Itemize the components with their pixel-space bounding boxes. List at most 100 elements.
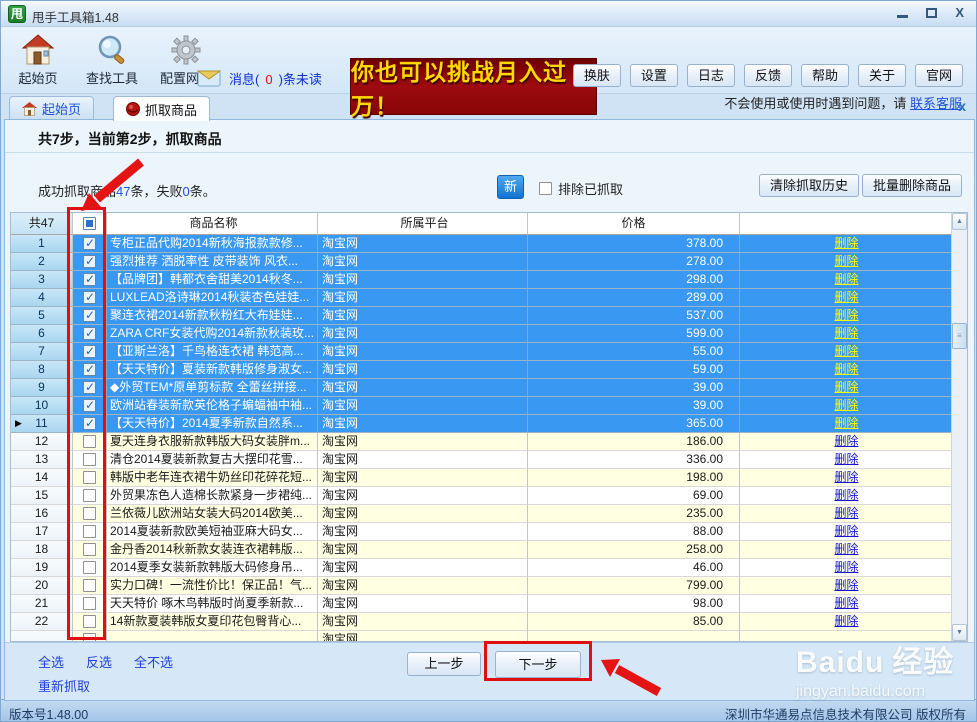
select-all-checkbox[interactable] <box>83 217 96 230</box>
column-header-name[interactable]: 商品名称 <box>107 213 318 235</box>
row-checkbox[interactable] <box>83 507 96 520</box>
table-row[interactable]: 19 2014夏季女装新款韩版大码修身吊... 淘宝网 46.00 删除 <box>11 559 953 577</box>
tab-close-icon[interactable]: x <box>958 98 966 114</box>
row-checkbox[interactable] <box>83 289 96 306</box>
row-number[interactable]: 21 <box>11 595 73 613</box>
select-all-header-cell[interactable] <box>73 213 107 235</box>
table-row[interactable]: 17 2014夏装新款欧美短袖亚麻大码女... 淘宝网 88.00 删除 <box>11 523 953 541</box>
delete-link[interactable]: 删除 <box>834 380 859 394</box>
table-row[interactable]: 20 实力口碑！一流性价比！保正品！气... 淘宝网 799.00 删除 <box>11 577 953 595</box>
row-checkbox[interactable] <box>83 453 96 466</box>
delete-link[interactable]: 删除 <box>834 344 859 358</box>
row-number[interactable]: 22 <box>11 613 73 631</box>
row-checkbox-cell[interactable] <box>73 415 107 433</box>
row-checkbox[interactable] <box>83 435 96 448</box>
row-number[interactable]: 17 <box>11 523 73 541</box>
row-number[interactable]: 8 <box>11 361 73 379</box>
table-row[interactable]: 15 外贸果冻色人造棉长款紧身一步裙纯... 淘宝网 69.00 删除 <box>11 487 953 505</box>
select-all-link[interactable]: 全选 <box>38 655 65 670</box>
search-tools-button[interactable]: 查找工具 <box>83 31 141 89</box>
row-checkbox-cell[interactable] <box>73 523 107 541</box>
select-none-link[interactable]: 全不选 <box>134 655 174 670</box>
row-checkbox-cell[interactable] <box>73 253 107 271</box>
row-number[interactable]: 3 <box>11 271 73 289</box>
row-checkbox[interactable] <box>83 525 96 538</box>
exclude-grabbed-checkbox[interactable] <box>539 182 552 195</box>
delete-link[interactable]: 删除 <box>834 272 859 286</box>
skin-button[interactable]: 换肤 <box>572 64 621 87</box>
log-button[interactable]: 日志 <box>686 64 735 87</box>
row-checkbox[interactable] <box>83 543 96 556</box>
close-icon[interactable]: X <box>955 5 964 20</box>
row-checkbox[interactable] <box>83 343 96 360</box>
row-number[interactable]: 13 <box>11 451 73 469</box>
maximize-icon[interactable] <box>926 8 938 18</box>
row-checkbox[interactable] <box>83 615 96 628</box>
contact-support-link[interactable]: 联系客服 <box>909 96 962 111</box>
delete-link[interactable]: 删除 <box>834 470 859 484</box>
row-number[interactable]: 12 <box>11 433 73 451</box>
row-checkbox-cell[interactable] <box>73 451 107 469</box>
table-row[interactable]: 14 韩版中老年连衣裙牛奶丝印花碎花短... 淘宝网 198.00 删除 <box>11 469 953 487</box>
row-number[interactable]: 9 <box>11 379 73 397</box>
delete-link[interactable]: 删除 <box>834 614 859 628</box>
row-number[interactable]: 18 <box>11 541 73 559</box>
row-checkbox[interactable] <box>83 633 96 641</box>
row-number[interactable]: 19 <box>11 559 73 577</box>
message-label[interactable]: 消息(0)条未读 <box>229 72 322 87</box>
row-checkbox-cell[interactable] <box>73 505 107 523</box>
prev-step-button[interactable]: 上一步 <box>407 652 481 676</box>
delete-link[interactable]: 删除 <box>834 326 859 340</box>
scroll-up-icon[interactable]: ▲ <box>952 213 967 230</box>
row-number[interactable] <box>11 631 73 641</box>
row-number[interactable]: 1 <box>11 235 73 253</box>
row-checkbox-cell[interactable] <box>73 487 107 505</box>
row-number[interactable]: 14 <box>11 469 73 487</box>
row-checkbox[interactable] <box>83 253 96 270</box>
batch-delete-button[interactable]: 批量删除商品 <box>862 174 963 197</box>
row-checkbox-cell[interactable] <box>73 469 107 487</box>
delete-link[interactable]: 删除 <box>834 236 859 250</box>
row-checkbox[interactable] <box>83 307 96 324</box>
delete-link[interactable]: 删除 <box>834 434 859 448</box>
row-number[interactable]: 10 <box>11 397 73 415</box>
delete-link[interactable]: 删除 <box>834 524 859 538</box>
invert-selection-link[interactable]: 反选 <box>86 655 113 670</box>
table-row[interactable]: 21 天天特价 啄木鸟韩版时尚夏季新款... 淘宝网 98.00 删除 <box>11 595 953 613</box>
row-checkbox-cell[interactable] <box>73 541 107 559</box>
row-checkbox[interactable] <box>83 379 96 396</box>
table-row[interactable]: 13 清仓2014夏装新款复古大摆印花雪... 淘宝网 336.00 删除 <box>11 451 953 469</box>
tab-home[interactable]: 起始页 <box>9 96 95 120</box>
home-button[interactable]: 起始页 <box>9 31 67 89</box>
table-row[interactable]: 淘宝网 <box>11 631 953 641</box>
row-checkbox-cell[interactable] <box>73 631 107 641</box>
row-checkbox[interactable] <box>83 415 96 432</box>
delete-link[interactable]: 删除 <box>834 596 859 610</box>
row-number[interactable]: 6 <box>11 325 73 343</box>
row-checkbox[interactable] <box>83 361 96 378</box>
row-number[interactable]: 15 <box>11 487 73 505</box>
row-number[interactable]: 16 <box>11 505 73 523</box>
row-number[interactable]: 20 <box>11 577 73 595</box>
row-checkbox-cell[interactable] <box>73 559 107 577</box>
row-checkbox[interactable] <box>83 235 96 252</box>
row-checkbox[interactable] <box>83 489 96 502</box>
delete-link[interactable]: 删除 <box>834 488 859 502</box>
delete-link[interactable]: 删除 <box>834 290 859 304</box>
scrollbar-thumb[interactable]: ≡ <box>952 323 967 349</box>
message-area[interactable]: 消息(0)条未读 <box>197 69 322 88</box>
vertical-scrollbar[interactable]: ▲ ≡ ▼ <box>951 213 967 641</box>
row-checkbox-cell[interactable] <box>73 325 107 343</box>
refetch-link[interactable]: 重新抓取 <box>38 679 91 694</box>
settings-button[interactable]: 设置 <box>629 64 678 87</box>
delete-link[interactable]: 删除 <box>834 308 859 322</box>
delete-link[interactable]: 删除 <box>834 506 859 520</box>
row-number[interactable]: 5 <box>11 307 73 325</box>
